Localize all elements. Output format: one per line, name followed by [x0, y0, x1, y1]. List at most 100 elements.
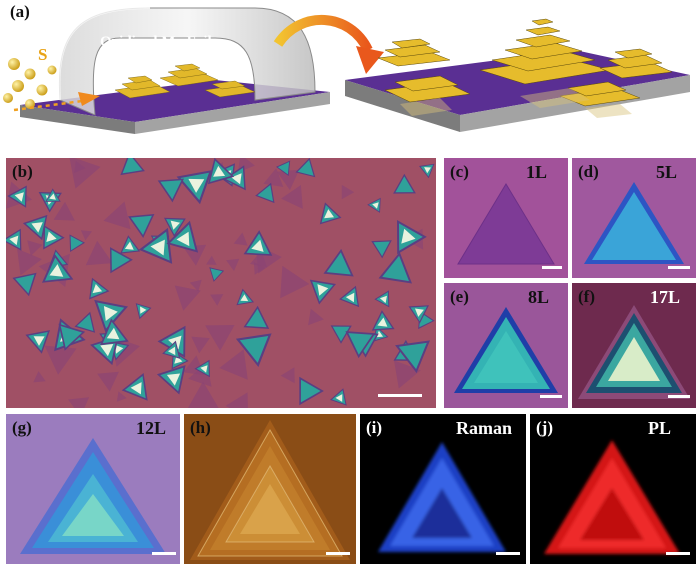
- panel-e-flake: [454, 307, 558, 393]
- multilayer-flake: [100, 318, 129, 346]
- monolayer-flake: [85, 240, 113, 266]
- multilayer-flake: [397, 220, 427, 255]
- multilayer-flake: [209, 267, 225, 282]
- panel-h: (h): [184, 414, 356, 564]
- multilayer-flake: [339, 285, 360, 308]
- multilayer-flake: [58, 323, 86, 351]
- monolayer-flake: [276, 169, 300, 191]
- monolayer-flake: [210, 294, 224, 306]
- multilayer-flake: [94, 299, 128, 333]
- panel-f-flake: [578, 305, 690, 399]
- multilayer-flake: [69, 234, 85, 252]
- multilayer-flake: [330, 325, 352, 344]
- panel-a: Oxidized Mo Foil S: [0, 0, 700, 155]
- panel-b-scale-bar: [378, 394, 422, 397]
- multilayer-flake: [89, 277, 110, 300]
- multilayer-flake: [176, 170, 213, 205]
- monolayer-flake: [44, 345, 77, 375]
- multilayer-flake: [235, 333, 272, 367]
- panel-c: (c) 1L: [444, 158, 568, 278]
- multilayer-flake: [45, 188, 61, 202]
- monolayer-flake: [394, 360, 421, 389]
- multilayer-flake: [371, 310, 395, 331]
- panel-d-label: (d): [578, 162, 599, 181]
- multilayer-flake: [243, 230, 273, 256]
- multilayer-flake: [157, 178, 184, 203]
- monolayer-flake: [263, 168, 284, 187]
- panel-g-scale-bar: [152, 552, 176, 555]
- multilayer-flake: [374, 290, 390, 308]
- monolayer-flake: [27, 240, 43, 256]
- multilayer-flake: [323, 248, 354, 277]
- panel-j-pl-map: [544, 440, 680, 554]
- monolayer-flake: [33, 371, 46, 383]
- monolayer-flake: [80, 230, 92, 241]
- optical-image-flakes: [6, 158, 435, 408]
- multilayer-flake: [42, 254, 74, 283]
- multilayer-flake: [25, 330, 50, 354]
- panel-c-layer-tag: 1L: [526, 162, 548, 182]
- monolayer-flake: [281, 185, 303, 209]
- panel-g: (g) 12L: [6, 414, 180, 564]
- sulfur-label: S: [38, 45, 47, 64]
- monolayer-flake: [116, 391, 127, 402]
- panel-a-label: (a): [10, 2, 30, 21]
- multilayer-flake: [156, 365, 186, 395]
- panel-c-scale-bar: [542, 266, 562, 269]
- panel-f-scale-bar: [668, 395, 690, 398]
- multilayer-flake: [330, 388, 347, 406]
- multilayer-flake: [135, 303, 152, 320]
- monolayer-flake: [253, 262, 266, 275]
- sulfur-balls: [3, 58, 57, 109]
- monolayer-flake: [225, 392, 248, 408]
- process-arrowhead: [356, 46, 384, 74]
- panel-j-scale-bar: [666, 552, 690, 555]
- multilayer-flake: [164, 217, 186, 238]
- monolayer-flake: [174, 285, 201, 311]
- panel-b: (b): [6, 158, 436, 408]
- multilayer-flake: [7, 185, 27, 208]
- panel-g-layer-tag: 12L: [136, 418, 167, 438]
- panel-c-label: (c): [450, 162, 469, 181]
- monolayer-flake: [187, 381, 219, 408]
- panel-e: (e) 8L: [444, 283, 568, 408]
- multilayer-flake: [276, 160, 291, 176]
- multilayer-flake: [309, 279, 336, 305]
- multilayer-flake: [162, 340, 181, 359]
- multilayer-flake: [243, 305, 270, 329]
- multilayer-flake: [128, 214, 155, 238]
- multilayer-flake: [74, 311, 96, 333]
- multilayer-flake: [43, 225, 65, 250]
- left-substrate: [20, 80, 330, 134]
- panel-d-scale-bar: [668, 266, 690, 269]
- panel-i-mode-tag: Raman: [456, 418, 513, 438]
- multilayer-flake: [12, 272, 37, 297]
- multilayer-flake: [299, 376, 324, 406]
- monolayer-flake: [280, 265, 310, 299]
- multilayer-flake: [319, 202, 342, 225]
- multilayer-flake: [395, 340, 430, 374]
- monolayer-flake: [191, 336, 210, 354]
- multilayer-flake: [120, 158, 145, 176]
- panel-f-layer-tag: 17L: [650, 287, 681, 307]
- multilayer-flake: [121, 373, 148, 401]
- flake-reflections: [400, 88, 632, 118]
- panel-j-label: (j): [536, 418, 553, 437]
- panel-h-scale-bar: [326, 552, 350, 555]
- multilayer-flake: [295, 158, 316, 178]
- panel-g-label: (g): [12, 418, 32, 437]
- multilayer-flake: [207, 158, 235, 185]
- multilayer-flake: [393, 173, 416, 194]
- panel-f-label: (f): [578, 287, 595, 306]
- monolayer-flake: [219, 349, 248, 380]
- multilayer-flake: [419, 163, 435, 179]
- monolayer-flake: [226, 258, 240, 271]
- panel-d-flake: [584, 182, 684, 264]
- panel-j: (j) PL: [530, 414, 696, 564]
- multilayer-flake: [223, 165, 246, 191]
- multilayer-flake: [345, 331, 376, 359]
- panel-i-raman-map: [378, 442, 506, 552]
- multilayer-flake: [138, 227, 173, 264]
- multilayer-flake: [408, 305, 429, 324]
- foil-flakes: [114, 63, 256, 99]
